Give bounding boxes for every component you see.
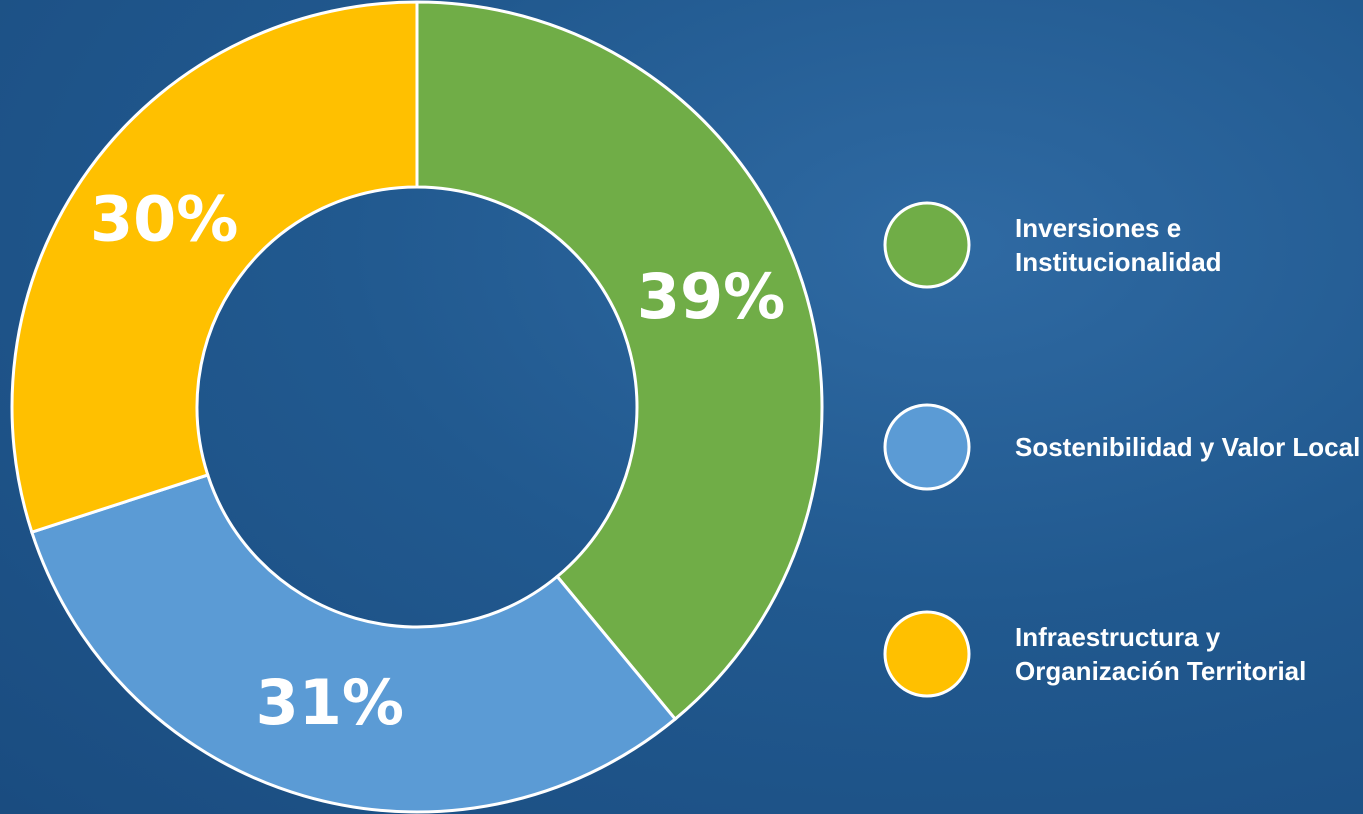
- legend-swatch: [883, 403, 971, 491]
- legend-label: Infraestructura y Organización Territori…: [1015, 622, 1307, 686]
- donut-slice: [29, 473, 678, 814]
- donut-slice: [10, 0, 419, 535]
- legend-swatch: [883, 610, 971, 698]
- donut-slice: [415, 0, 824, 722]
- legend-label: Sostenibilidad y Valor Local: [1015, 432, 1361, 462]
- legend-label: Inversiones e Institucionalidad: [1015, 213, 1222, 277]
- data-label: 39%: [637, 260, 785, 333]
- data-label: 31%: [256, 666, 404, 739]
- legend-swatch: [883, 201, 971, 289]
- data-label: 30%: [90, 182, 238, 255]
